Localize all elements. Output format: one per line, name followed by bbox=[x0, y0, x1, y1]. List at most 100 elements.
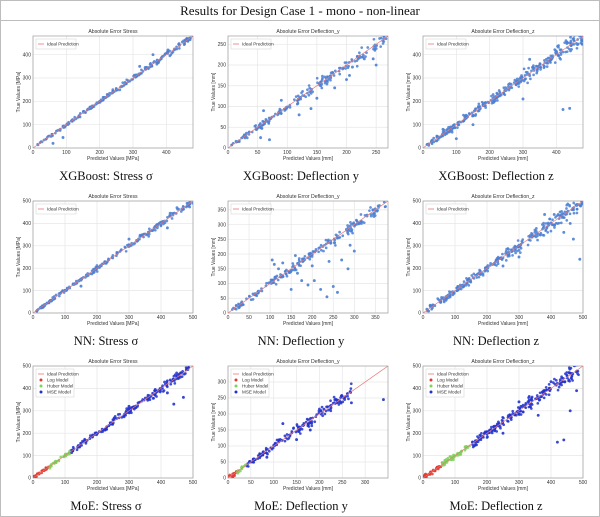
outlier-point bbox=[151, 53, 155, 57]
data-point bbox=[565, 207, 568, 210]
y-tick-label: 250 bbox=[218, 237, 227, 243]
data-point bbox=[83, 437, 87, 441]
data-point bbox=[575, 366, 578, 367]
panel-nn-deflection-y: Absolute Error Deflection_y 0 50 100 150 200 2… bbox=[208, 191, 394, 351]
data-point bbox=[490, 431, 494, 435]
data-point bbox=[569, 36, 573, 37]
data-point bbox=[349, 382, 353, 386]
data-point bbox=[504, 259, 508, 262]
data-point bbox=[552, 223, 556, 227]
caption-xgb-deflection-y: XGBoost: Deflection y bbox=[243, 169, 359, 183]
data-point bbox=[123, 246, 127, 250]
data-point bbox=[519, 246, 523, 250]
x-tick-label: 400 bbox=[547, 480, 556, 486]
x-axis-label: Predicted Values [mm] bbox=[478, 156, 529, 162]
x-tick-label: 200 bbox=[485, 150, 494, 156]
data-point bbox=[168, 213, 172, 217]
legend-model-swatch bbox=[39, 378, 43, 382]
legend-label: Huber Model bbox=[437, 384, 463, 389]
data-point bbox=[559, 221, 563, 225]
outlier-point bbox=[471, 123, 475, 127]
y-tick-label: 0 bbox=[418, 146, 421, 152]
data-point bbox=[497, 421, 501, 425]
outlier-point bbox=[268, 138, 271, 142]
data-point bbox=[288, 105, 292, 109]
outlier-point bbox=[165, 226, 169, 230]
outlier-point bbox=[578, 257, 582, 261]
x-tick-label: 0 bbox=[422, 150, 425, 156]
data-point bbox=[569, 39, 573, 43]
x-tick-label: 300 bbox=[125, 315, 134, 321]
data-point bbox=[171, 50, 175, 54]
x-axis-label: Predicted Values [MPa] bbox=[87, 321, 139, 327]
y-tick-label: 250 bbox=[218, 42, 227, 48]
data-point bbox=[81, 439, 84, 443]
outlier-point bbox=[552, 212, 556, 216]
data-point bbox=[556, 388, 560, 392]
data-point bbox=[264, 446, 268, 450]
data-point bbox=[351, 231, 354, 235]
data-point bbox=[477, 109, 481, 113]
data-point bbox=[181, 208, 185, 211]
outlier-point bbox=[308, 428, 312, 432]
data-point bbox=[480, 432, 483, 435]
data-point bbox=[294, 95, 298, 99]
y-tick-label: 100 bbox=[218, 281, 227, 287]
data-point bbox=[326, 405, 329, 409]
data-point bbox=[544, 229, 548, 233]
x-tick-label: 50 bbox=[246, 315, 252, 321]
data-point bbox=[237, 306, 241, 310]
data-point bbox=[542, 66, 546, 70]
data-point bbox=[310, 255, 314, 258]
data-point bbox=[306, 88, 309, 92]
data-point bbox=[75, 448, 79, 452]
data-point bbox=[474, 442, 477, 446]
data-point bbox=[565, 42, 569, 46]
legend-label: Ideal Prediction bbox=[47, 372, 79, 377]
data-point bbox=[521, 410, 525, 414]
x-tick-label: 500 bbox=[189, 315, 198, 321]
data-point bbox=[265, 281, 268, 285]
outlier-point bbox=[309, 107, 313, 111]
outlier-point bbox=[319, 287, 323, 291]
data-point bbox=[553, 226, 556, 229]
y-axis-label: True Values [MPa] bbox=[16, 71, 22, 112]
data-point bbox=[451, 290, 454, 293]
data-point bbox=[273, 276, 277, 279]
data-point bbox=[451, 124, 455, 128]
data-point bbox=[481, 273, 485, 277]
data-point bbox=[464, 114, 468, 118]
data-point bbox=[254, 124, 258, 127]
data-point bbox=[163, 221, 167, 225]
data-point bbox=[182, 372, 186, 376]
data-point bbox=[559, 53, 563, 56]
data-point bbox=[308, 257, 312, 261]
data-point bbox=[311, 416, 314, 420]
x-tick-label: 150 bbox=[313, 150, 322, 156]
x-tick-label: 500 bbox=[579, 315, 588, 321]
chart-moe-stress: Absolute Error Stress 0 100 200 300 400 500 0 10… bbox=[16, 359, 197, 492]
outlier-point bbox=[333, 86, 337, 90]
data-point bbox=[565, 50, 569, 54]
axes-frame bbox=[32, 200, 194, 314]
x-axis-label: Predicted Values [mm] bbox=[283, 486, 334, 492]
x-axis-label: Predicted Values [mm] bbox=[283, 156, 334, 162]
data-point bbox=[337, 66, 341, 70]
data-point bbox=[334, 233, 338, 237]
ideal-prediction-line bbox=[422, 35, 584, 149]
data-point bbox=[349, 220, 352, 224]
y-tick-label: 200 bbox=[23, 431, 32, 437]
data-point bbox=[279, 112, 283, 115]
outlier-point bbox=[293, 254, 297, 257]
data-point bbox=[568, 204, 572, 208]
chart-xgb-deflection-y: Absolute Error Deflection_y 0 50 100 150 200 2… bbox=[211, 29, 389, 162]
x-tick-label: 300 bbox=[515, 315, 524, 321]
outlier-point bbox=[272, 262, 276, 266]
data-point bbox=[237, 302, 240, 306]
caption-nn-deflection-z: NN: Deflection z bbox=[452, 334, 540, 348]
data-point bbox=[477, 102, 481, 106]
data-point bbox=[262, 450, 265, 453]
outlier-point bbox=[349, 401, 353, 405]
y-tick-label: 300 bbox=[23, 244, 32, 250]
panel-moe-deflection-z: Absolute Error Deflection_z 0 100 200 300 400… bbox=[403, 356, 589, 516]
